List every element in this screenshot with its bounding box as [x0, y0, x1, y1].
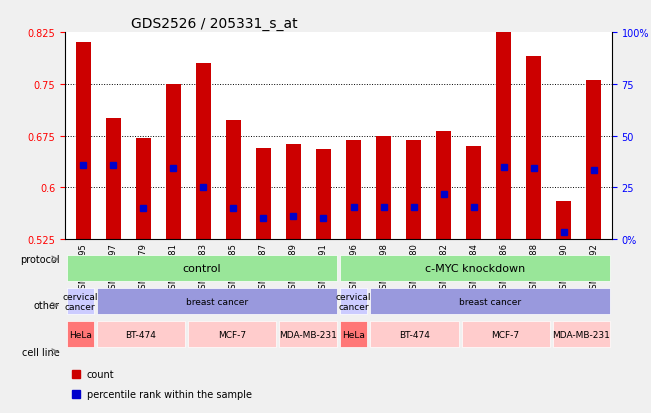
Text: breast cancer: breast cancer: [186, 297, 248, 306]
Text: BT-474: BT-474: [126, 330, 156, 339]
Text: control: control: [182, 263, 221, 273]
FancyBboxPatch shape: [66, 321, 94, 348]
Bar: [496, 12, 511, 240]
Bar: [346, 141, 361, 240]
Bar: [196, 64, 211, 240]
Text: c-MYC knockdown: c-MYC knockdown: [425, 263, 525, 273]
FancyBboxPatch shape: [462, 321, 549, 348]
FancyBboxPatch shape: [553, 321, 611, 348]
Bar: [286, 145, 301, 240]
FancyBboxPatch shape: [279, 321, 337, 348]
FancyBboxPatch shape: [340, 288, 367, 315]
FancyBboxPatch shape: [66, 288, 94, 315]
Bar: [226, 121, 241, 240]
Text: cervical
cancer: cervical cancer: [62, 292, 98, 311]
Text: breast cancer: breast cancer: [460, 297, 521, 306]
Text: HeLa: HeLa: [69, 330, 92, 339]
Bar: [557, 202, 572, 240]
FancyBboxPatch shape: [340, 255, 611, 282]
Bar: [256, 149, 271, 240]
Text: percentile rank within the sample: percentile rank within the sample: [87, 389, 252, 399]
Bar: [406, 141, 421, 240]
FancyBboxPatch shape: [97, 288, 337, 315]
Bar: [376, 136, 391, 240]
Text: MDA-MB-231: MDA-MB-231: [553, 330, 611, 339]
FancyBboxPatch shape: [188, 321, 276, 348]
Text: protocol: protocol: [20, 254, 60, 264]
Bar: [466, 147, 481, 240]
FancyBboxPatch shape: [370, 321, 458, 348]
Text: MDA-MB-231: MDA-MB-231: [279, 330, 337, 339]
Text: count: count: [87, 369, 115, 379]
FancyBboxPatch shape: [340, 321, 367, 348]
Bar: [76, 43, 90, 240]
Bar: [166, 85, 181, 240]
Text: MCF-7: MCF-7: [218, 330, 246, 339]
Text: GDS2526 / 205331_s_at: GDS2526 / 205331_s_at: [131, 17, 298, 31]
Bar: [436, 131, 451, 240]
Bar: [316, 150, 331, 240]
FancyBboxPatch shape: [66, 255, 337, 282]
Text: cell line: cell line: [22, 347, 60, 357]
Bar: [105, 119, 120, 240]
Text: HeLa: HeLa: [342, 330, 365, 339]
Bar: [526, 57, 542, 240]
Text: other: other: [34, 301, 60, 311]
FancyBboxPatch shape: [97, 321, 185, 348]
FancyBboxPatch shape: [370, 288, 611, 315]
Bar: [587, 81, 602, 240]
Text: MCF-7: MCF-7: [492, 330, 519, 339]
Text: BT-474: BT-474: [399, 330, 430, 339]
Bar: [135, 138, 151, 240]
Text: cervical
cancer: cervical cancer: [336, 292, 372, 311]
